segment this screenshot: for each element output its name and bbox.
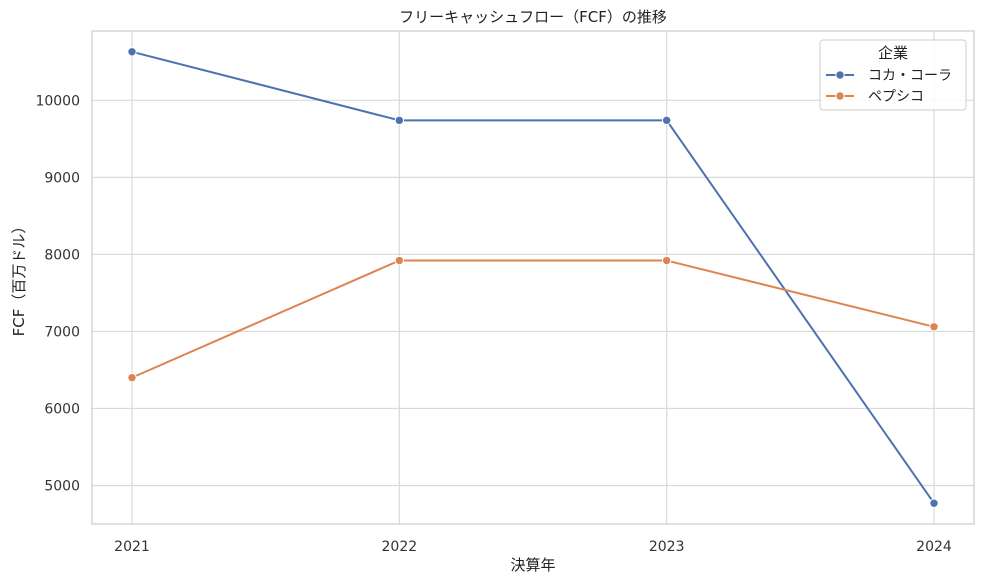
legend-swatch-marker	[835, 91, 845, 101]
x-tick-label: 2024	[916, 539, 952, 555]
data-point	[929, 498, 939, 508]
x-axis-label: 決算年	[510, 556, 555, 574]
data-point	[394, 255, 405, 266]
data-point	[127, 47, 137, 57]
series-line	[131, 259, 935, 379]
y-tick-label: 10000	[35, 93, 80, 109]
series-line	[131, 50, 935, 504]
x-tick-label: 2022	[382, 539, 418, 555]
legend-swatch-marker	[835, 70, 845, 80]
y-tick-label: 8000	[44, 247, 80, 263]
series-1	[127, 47, 939, 508]
data-point	[661, 115, 672, 126]
x-tick-label: 2021	[114, 539, 150, 555]
series-2	[127, 255, 939, 383]
y-tick-label: 7000	[44, 324, 80, 340]
legend-item: ペプシコ	[826, 89, 924, 105]
legend-title: 企業	[878, 44, 908, 62]
data-point	[127, 372, 137, 383]
legend-label: コカ・コーラ	[868, 68, 952, 84]
legend-item: コカ・コーラ	[826, 68, 952, 84]
series-layer	[127, 47, 939, 508]
y-tick-label: 9000	[44, 170, 80, 186]
data-point	[661, 255, 672, 266]
x-tick-label: 2023	[649, 539, 685, 555]
tick-labels: 2021 2022 2023 2024 5000 6000 7000 8000 9000 1000…	[35, 93, 951, 555]
chart-title: フリーキャッシュフロー（FCF）の推移	[399, 8, 667, 26]
y-axis-label: FCF（百万ドル）	[10, 219, 28, 337]
legend-box	[819, 39, 967, 111]
legend-label: ペプシコ	[868, 89, 924, 105]
y-tick-label: 6000	[44, 401, 80, 417]
plot-frame	[91, 30, 975, 525]
y-tick-label: 5000	[44, 478, 80, 494]
data-point	[394, 115, 405, 126]
data-point	[929, 322, 939, 332]
